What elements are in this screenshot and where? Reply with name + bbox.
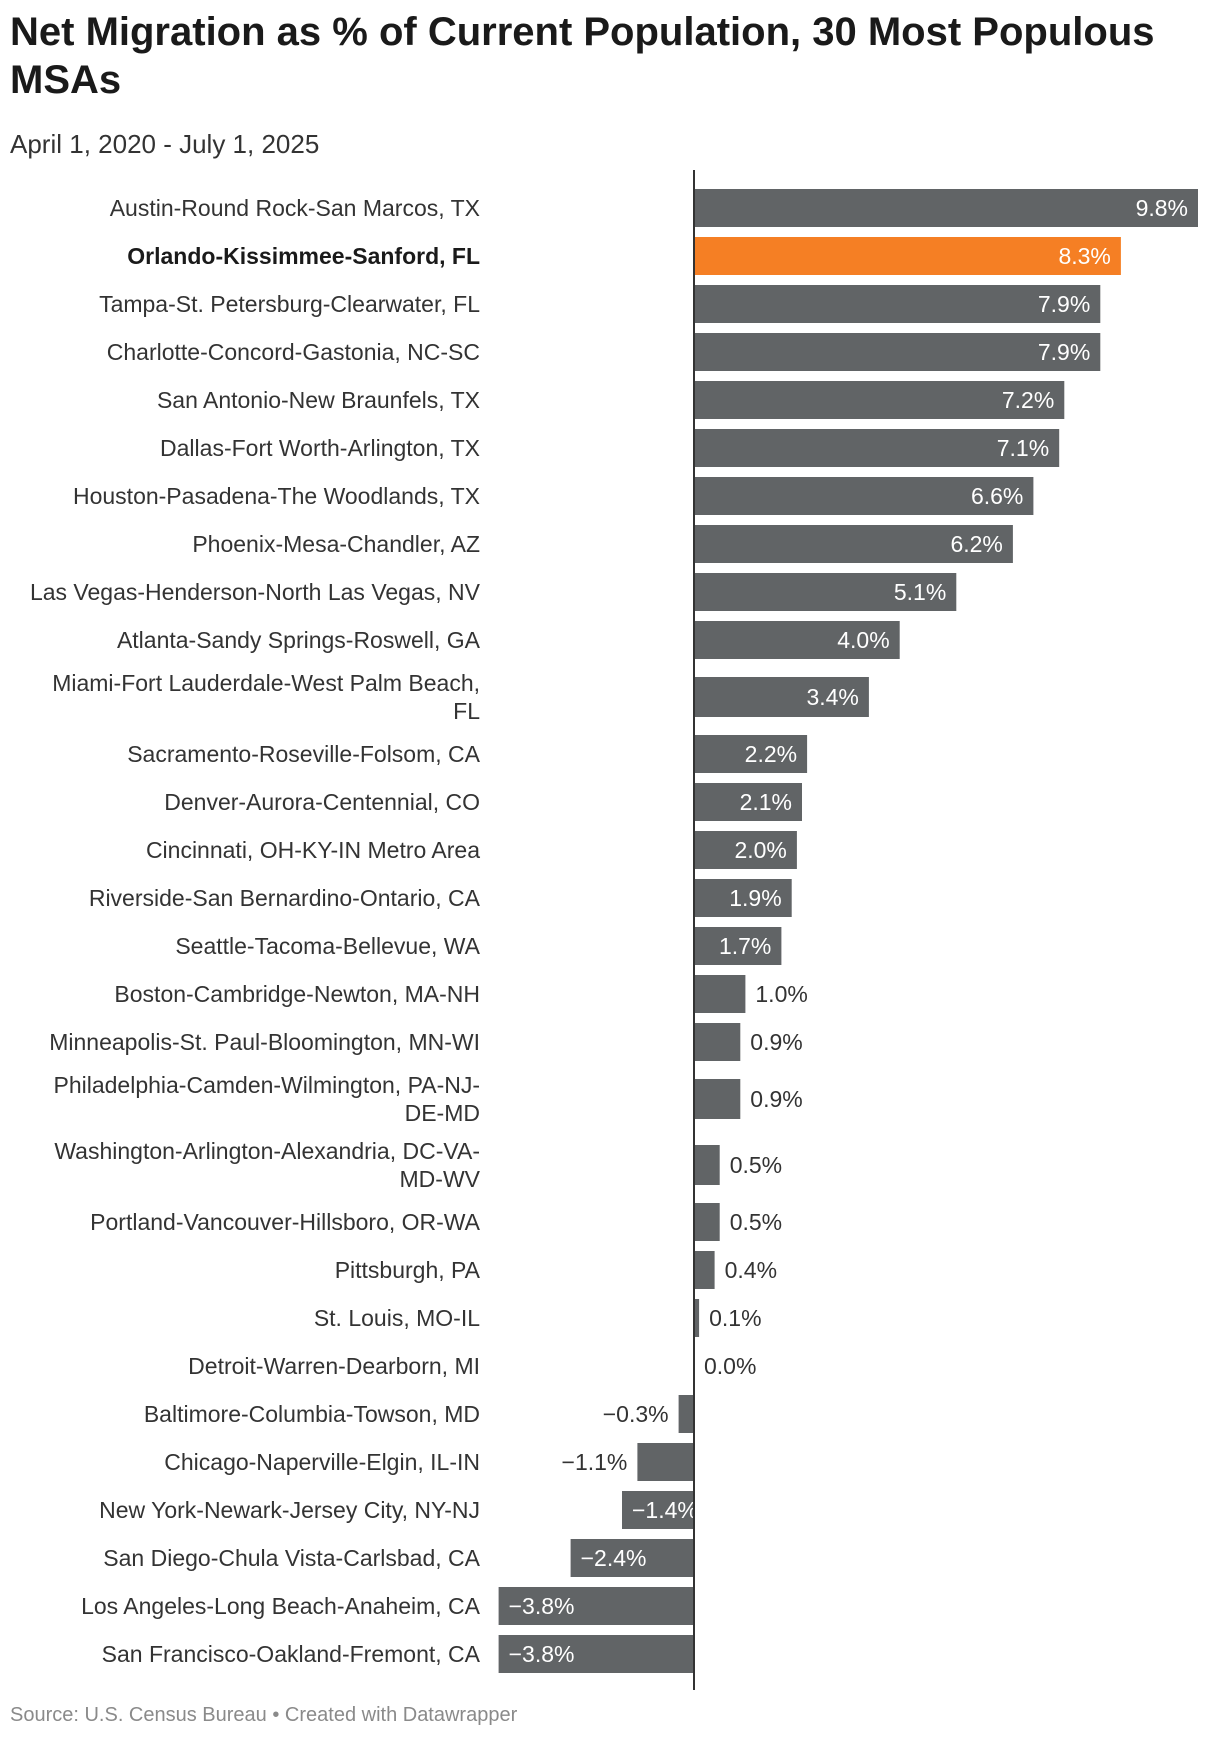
value-label: 0.4% bbox=[725, 1257, 777, 1283]
source-footer: Source: U.S. Census Bureau • Created wit… bbox=[10, 1704, 518, 1726]
category-label: Cincinnati, OH-KY-IN Metro Area bbox=[146, 837, 480, 863]
bar bbox=[694, 735, 808, 773]
category-label: Miami-Fort Lauderdale-West Palm Beach, FL bbox=[52, 670, 480, 724]
bar bbox=[694, 1251, 715, 1289]
category-label: San Diego-Chula Vista-Carlsbad, CA bbox=[103, 1545, 480, 1571]
category-label: Chicago-Naperville-Elgin, IL-IN bbox=[164, 1449, 480, 1475]
value-label: 0.1% bbox=[709, 1305, 761, 1331]
value-label: 9.8% bbox=[1136, 195, 1188, 221]
bar bbox=[694, 621, 900, 659]
bars bbox=[498, 189, 1198, 1673]
bar bbox=[694, 927, 782, 965]
value-label: 2.1% bbox=[740, 789, 792, 815]
bar bbox=[694, 1079, 741, 1119]
value-label: 1.9% bbox=[729, 885, 781, 911]
category-label: Austin-Round Rock-San Marcos, TX bbox=[110, 195, 480, 221]
value-label: 0.9% bbox=[750, 1086, 802, 1112]
bar bbox=[694, 285, 1101, 323]
value-label: −0.3% bbox=[603, 1401, 669, 1427]
category-label: Portland-Vancouver-Hillsboro, OR-WA bbox=[90, 1209, 481, 1235]
category-label: Riverside-San Bernardino-Ontario, CA bbox=[89, 885, 481, 911]
value-label: −2.4% bbox=[581, 1545, 647, 1571]
category-label: Tampa-St. Petersburg-Clearwater, FL bbox=[99, 291, 480, 317]
value-label: 0.0% bbox=[704, 1353, 756, 1379]
category-label: Seattle-Tacoma-Bellevue, WA bbox=[175, 933, 480, 959]
bar bbox=[678, 1395, 694, 1433]
value-label: 5.1% bbox=[894, 579, 946, 605]
value-label: 6.6% bbox=[971, 483, 1023, 509]
value-label: 3.4% bbox=[806, 684, 858, 710]
bar bbox=[694, 381, 1065, 419]
value-label: 0.9% bbox=[750, 1029, 802, 1055]
value-label: 7.9% bbox=[1038, 291, 1090, 317]
category-label: Las Vegas-Henderson-North Las Vegas, NV bbox=[30, 579, 481, 605]
bar bbox=[694, 1145, 720, 1185]
value-label: −3.8% bbox=[509, 1641, 575, 1667]
chart-title: Net Migration as % of Current Population… bbox=[10, 10, 1155, 102]
bar bbox=[498, 1587, 694, 1625]
category-label: Atlanta-Sandy Springs-Roswell, GA bbox=[117, 627, 481, 653]
category-label: New York-Newark-Jersey City, NY-NJ bbox=[99, 1497, 480, 1523]
category-label: Pittsburgh, PA bbox=[335, 1257, 481, 1283]
bar bbox=[694, 677, 869, 717]
bar bbox=[694, 1299, 700, 1337]
value-label: −1.1% bbox=[562, 1449, 628, 1475]
chart-subtitle: April 1, 2020 - July 1, 2025 bbox=[10, 129, 320, 159]
category-label: Minneapolis-St. Paul-Bloomington, MN-WI bbox=[49, 1029, 480, 1055]
value-label: 1.0% bbox=[755, 981, 807, 1007]
category-labels: Austin-Round Rock-San Marcos, TX Orlando-… bbox=[30, 195, 481, 1667]
bar bbox=[694, 975, 746, 1013]
category-label: Sacramento-Roseville-Folsom, CA bbox=[127, 741, 480, 767]
category-label: Dallas-Fort Worth-Arlington, TX bbox=[160, 435, 480, 461]
value-labels: 9.8% 8.3% 7.9% 7.9% 7.2% 7.1% 6.6% 6.2%5.1%4.0%… bbox=[509, 195, 1188, 1667]
category-label: San Francisco-Oakland-Fremont, CA bbox=[102, 1641, 481, 1667]
value-label: 7.9% bbox=[1038, 339, 1090, 365]
bar bbox=[694, 333, 1101, 371]
category-label: Boston-Cambridge-Newton, MA-NH bbox=[114, 981, 480, 1007]
category-label: Los Angeles-Long Beach-Anaheim, CA bbox=[81, 1593, 481, 1619]
bar bbox=[694, 477, 1034, 515]
value-label: 2.0% bbox=[734, 837, 786, 863]
bar bbox=[694, 1203, 720, 1241]
value-label: −1.4% bbox=[632, 1497, 698, 1523]
bar bbox=[694, 783, 802, 821]
value-label: −3.8% bbox=[509, 1593, 575, 1619]
value-label: 4.0% bbox=[837, 627, 889, 653]
category-label: Washington-Arlington-Alexandria, DC-VA-M… bbox=[54, 1138, 480, 1192]
bar bbox=[694, 189, 1198, 227]
value-label: 7.2% bbox=[1002, 387, 1054, 413]
bar bbox=[637, 1443, 694, 1481]
value-label: 2.2% bbox=[745, 741, 797, 767]
bar bbox=[694, 1023, 741, 1061]
category-label: Detroit-Warren-Dearborn, MI bbox=[188, 1353, 480, 1379]
bar bbox=[694, 525, 1013, 563]
bar bbox=[694, 573, 957, 611]
value-label: 0.5% bbox=[730, 1152, 782, 1178]
value-label: 1.7% bbox=[719, 933, 771, 959]
value-label: 0.5% bbox=[730, 1209, 782, 1235]
bar bbox=[694, 429, 1060, 467]
category-label: Houston-Pasadena-The Woodlands, TX bbox=[73, 483, 480, 509]
bar bbox=[622, 1491, 694, 1529]
bar bbox=[570, 1539, 694, 1577]
category-label: Phoenix-Mesa-Chandler, AZ bbox=[192, 531, 480, 557]
category-label: St. Louis, MO-IL bbox=[314, 1305, 480, 1331]
bar-highlighted bbox=[694, 237, 1121, 275]
category-label: Baltimore-Columbia-Towson, MD bbox=[144, 1401, 480, 1427]
bar bbox=[498, 1635, 694, 1673]
value-label: 7.1% bbox=[997, 435, 1049, 461]
bar-chart: Austin-Round Rock-San Marcos, TX Orlando-… bbox=[30, 170, 1198, 1690]
bar bbox=[694, 879, 792, 917]
category-label: San Antonio-New Braunfels, TX bbox=[157, 387, 480, 413]
bar bbox=[694, 831, 797, 869]
category-label: Orlando-Kissimmee-Sanford, FL bbox=[127, 243, 480, 269]
value-label: 8.3% bbox=[1058, 243, 1110, 269]
category-label: Denver-Aurora-Centennial, CO bbox=[164, 789, 480, 815]
value-label: 6.2% bbox=[950, 531, 1002, 557]
category-label: Charlotte-Concord-Gastonia, NC-SC bbox=[107, 339, 480, 365]
category-label: Philadelphia-Camden-Wilmington, PA-NJ-DE… bbox=[53, 1072, 480, 1126]
